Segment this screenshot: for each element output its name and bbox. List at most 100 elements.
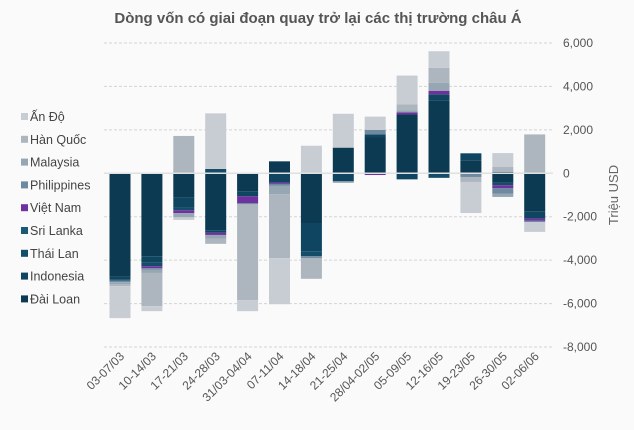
bar-segment (173, 173, 195, 198)
legend-item: Sri Lanka (21, 224, 83, 238)
bar-segment (237, 196, 259, 204)
bar-segment (109, 280, 131, 283)
bar-segment (396, 75, 418, 105)
bar-segment (141, 173, 163, 257)
bar-segment (173, 207, 195, 211)
bar-segment (269, 183, 290, 186)
y-tick-label: 6,000 (563, 36, 593, 50)
legend-label: Sri Lanka (30, 224, 83, 238)
bar-segment (173, 217, 195, 220)
bar-segment (364, 173, 386, 176)
bar-segment (524, 222, 546, 232)
legend-item: Thái Lan (21, 247, 79, 261)
bar-segment (237, 203, 259, 205)
bar-segment (396, 114, 418, 174)
bar-segment (205, 168, 227, 174)
bar-segment (269, 194, 290, 259)
bar-segment (269, 182, 290, 184)
bar-segment (364, 129, 386, 135)
bar-segment (205, 230, 227, 233)
bar-segment (269, 161, 290, 174)
bar-segment (428, 94, 450, 101)
legend-label: Thái Lan (30, 247, 79, 261)
bar-segment (300, 257, 322, 279)
legend-swatch (21, 227, 28, 234)
legend-swatch (21, 272, 28, 280)
bar-segment (524, 220, 546, 223)
bar-segment (237, 173, 259, 192)
bar-segment (492, 185, 514, 189)
bar-segment (237, 204, 259, 301)
bar-segment (109, 276, 131, 280)
legend-swatch (21, 113, 28, 120)
bar-segment (109, 284, 131, 287)
y-tick-label: -8,000 (563, 340, 597, 354)
y-tick-label: -4,000 (563, 253, 597, 267)
bar-segment (364, 137, 386, 174)
legend-label: Việt Nam (30, 201, 81, 215)
y-tick-label: -2,000 (563, 210, 597, 224)
legend-label: Indonesia (30, 270, 84, 284)
bar-segment (332, 181, 354, 183)
y-tick-label: 2,000 (563, 123, 593, 137)
legend-swatch (21, 249, 28, 257)
bar-segment (492, 153, 514, 167)
bar-segment (460, 176, 482, 182)
bar-segment (492, 166, 514, 172)
bar-segment (300, 256, 322, 258)
bar-segment (492, 188, 514, 194)
bar-segment (205, 234, 227, 239)
bar-segment (364, 116, 386, 130)
bar-segment (237, 300, 259, 312)
bar-segment (109, 279, 131, 281)
legend-item: Malaysia (21, 156, 79, 170)
bar-segment (332, 173, 354, 182)
bar-segment (396, 104, 418, 111)
bar-segment (237, 191, 259, 197)
legend-item: Ấn Độ (21, 109, 65, 124)
bar-segment (492, 193, 514, 197)
bar-segment (141, 268, 163, 270)
bar-segment (173, 210, 195, 214)
bar-segment (109, 173, 131, 277)
bar-segment (205, 173, 227, 231)
legend-item: Indonesia (21, 270, 84, 284)
legend-label: Philippines (30, 178, 90, 192)
bar-segment (269, 258, 290, 305)
bar-segment (428, 51, 450, 68)
bar-segment (396, 110, 418, 113)
bar-segment (524, 211, 546, 219)
bar-segment (141, 306, 163, 312)
legend-swatch (21, 295, 28, 303)
bar-segment (428, 82, 450, 91)
legend-label: Malaysia (30, 156, 79, 170)
bar-segment (332, 113, 354, 148)
bar-segment (428, 67, 450, 83)
bar-segment (141, 262, 163, 267)
legend-item: Hàn Quốc (21, 133, 86, 147)
bar-segment (109, 282, 131, 285)
bar-segment (460, 181, 482, 214)
bar-segment (492, 182, 514, 186)
legend-label: Đài Loan (30, 292, 80, 306)
bar-segment (396, 112, 418, 115)
bar-segment (300, 251, 322, 257)
bar-segment (460, 160, 482, 174)
bar-segment (269, 185, 290, 195)
legend-item: Đài Loan (21, 292, 80, 306)
bar-segment (524, 218, 546, 221)
bar-segment (109, 286, 131, 319)
bar-segment (205, 238, 227, 244)
legend-label: Ấn Độ (30, 109, 65, 124)
bar-segment (269, 173, 290, 183)
y-tick-label: -6,000 (563, 297, 597, 311)
y-axis-title: Triệu USD (606, 165, 621, 225)
bar-segment (524, 134, 546, 174)
bar-segment (141, 266, 163, 269)
bar-segment (428, 100, 450, 174)
bar-segment (524, 173, 546, 212)
bar-segment (205, 232, 227, 235)
y-tick-label: 0 (563, 166, 570, 180)
legend-swatch (21, 204, 28, 212)
bar-segment (141, 272, 163, 307)
